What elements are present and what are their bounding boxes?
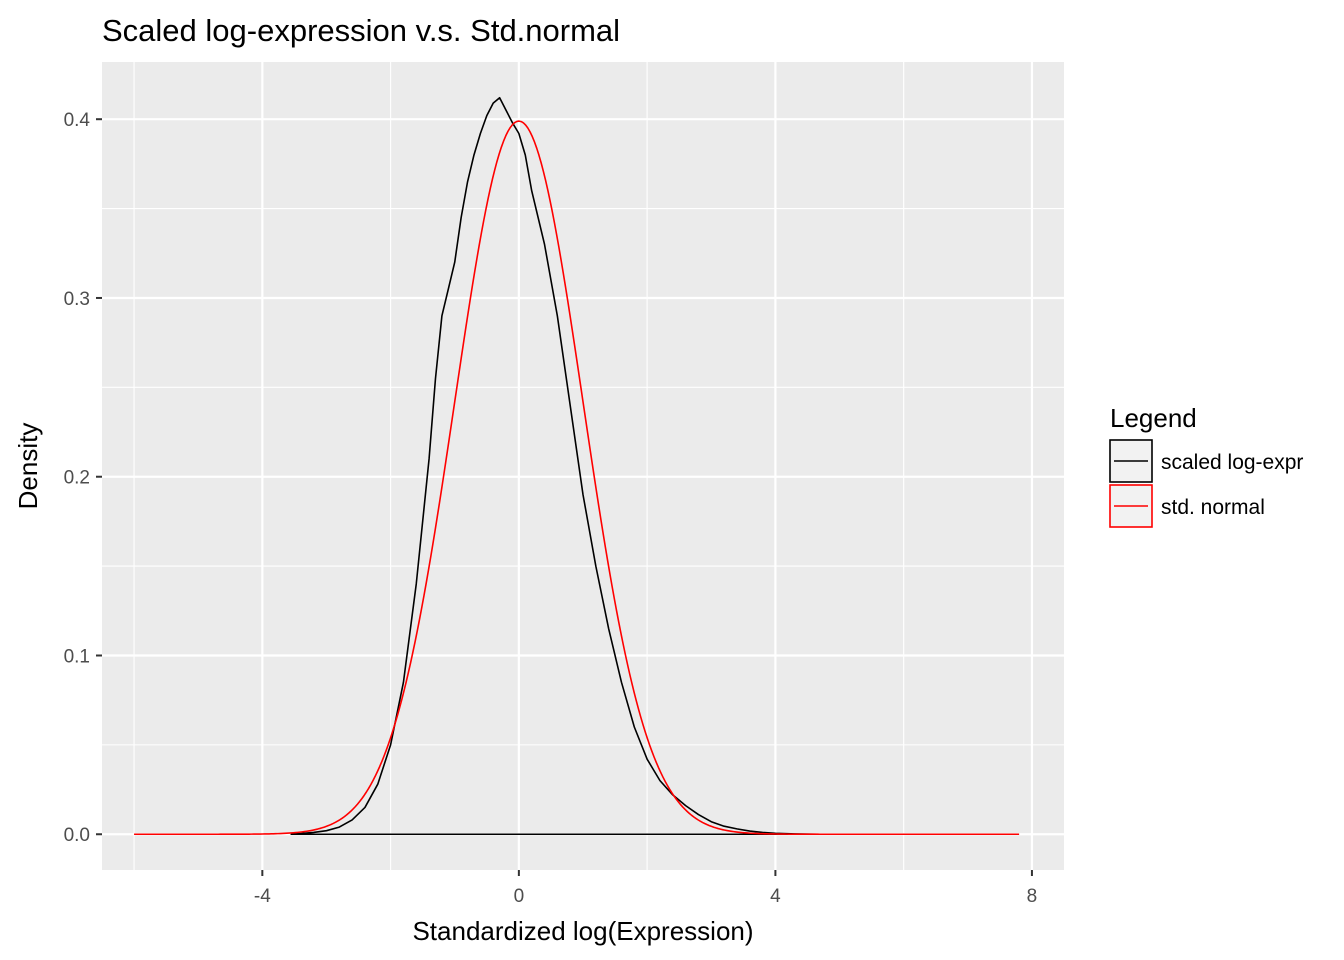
x-tick-label: -4 bbox=[254, 886, 271, 907]
x-axis-title: Standardized log(Expression) bbox=[412, 916, 753, 946]
series-layer bbox=[134, 96, 1020, 836]
x-tick-label: 4 bbox=[770, 886, 781, 907]
y-tick-label: 0.1 bbox=[64, 646, 90, 667]
axis-ticks bbox=[96, 118, 1033, 876]
legend-label: scaled log-expr bbox=[1161, 451, 1303, 474]
y-tick-label: 0.2 bbox=[64, 468, 90, 489]
x-tick-label: 0 bbox=[514, 886, 525, 907]
x-tick-labels: -4 0 4 8 bbox=[254, 886, 1037, 907]
y-tick-label: 0.3 bbox=[64, 289, 90, 310]
chart-title: Scaled log-expression v.s. Std.normal bbox=[102, 13, 620, 48]
y-axis-title: Density bbox=[13, 423, 43, 510]
series-line-std-normal bbox=[134, 120, 1020, 836]
plot-panel bbox=[102, 62, 1064, 870]
series-line-scaled-log-expr bbox=[290, 96, 818, 836]
y-tick-label: 0.0 bbox=[64, 825, 90, 846]
y-tick-labels: 0.0 0.1 0.2 0.3 0.4 bbox=[64, 110, 91, 846]
legend-label: std. normal bbox=[1161, 496, 1265, 519]
x-tick-label: 8 bbox=[1027, 886, 1038, 907]
y-tick-label: 0.4 bbox=[64, 110, 91, 131]
legend-title: Legend bbox=[1110, 403, 1197, 433]
legend: Legend scaled log-expr std. normal bbox=[1109, 403, 1303, 528]
